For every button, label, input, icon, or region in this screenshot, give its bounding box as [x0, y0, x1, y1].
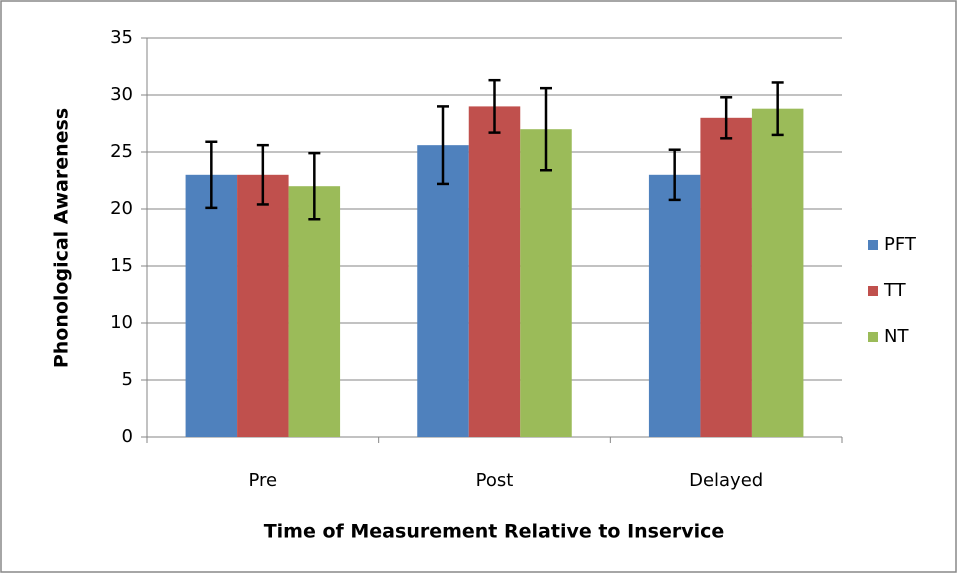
error-bar [488, 78, 501, 134]
error-bar [205, 140, 218, 210]
error-bar [308, 151, 321, 221]
legend-swatch [868, 240, 878, 250]
legend-label: NT [884, 326, 909, 347]
bar [700, 117, 752, 438]
y-tick-label: 15 [110, 255, 133, 276]
legend-label: TT [883, 280, 907, 301]
bar [417, 145, 469, 437]
x-axis-title: Time of Measurement Relative to Inservic… [264, 521, 725, 543]
error-bar [256, 143, 269, 206]
x-tick-label: Delayed [689, 470, 763, 491]
legend-label: PFT [884, 234, 917, 255]
y-tick-label: 30 [110, 84, 133, 105]
y-tick-label: 5 [122, 369, 133, 390]
x-tick-label: Post [476, 470, 514, 491]
y-tick-label: 10 [110, 312, 133, 333]
y-axis-title: Phonological Awareness [51, 108, 73, 368]
y-tick-label: 35 [110, 27, 133, 48]
bar [648, 174, 701, 438]
legend-swatch [868, 332, 878, 342]
bar [520, 129, 572, 437]
bar [468, 106, 521, 438]
x-tick-label: Pre [249, 470, 278, 491]
bar [288, 186, 341, 437]
y-tick-label: 25 [110, 141, 133, 162]
error-bar [720, 96, 733, 140]
error-bar [771, 81, 784, 137]
y-tick-label: 0 [122, 426, 133, 447]
error-bar [668, 148, 681, 202]
bar [237, 174, 289, 438]
y-tick-label: 20 [110, 198, 133, 219]
bar [185, 174, 238, 438]
legend-swatch [868, 286, 878, 296]
error-bar [540, 86, 552, 172]
error-bar [437, 105, 449, 186]
bar [751, 108, 804, 438]
